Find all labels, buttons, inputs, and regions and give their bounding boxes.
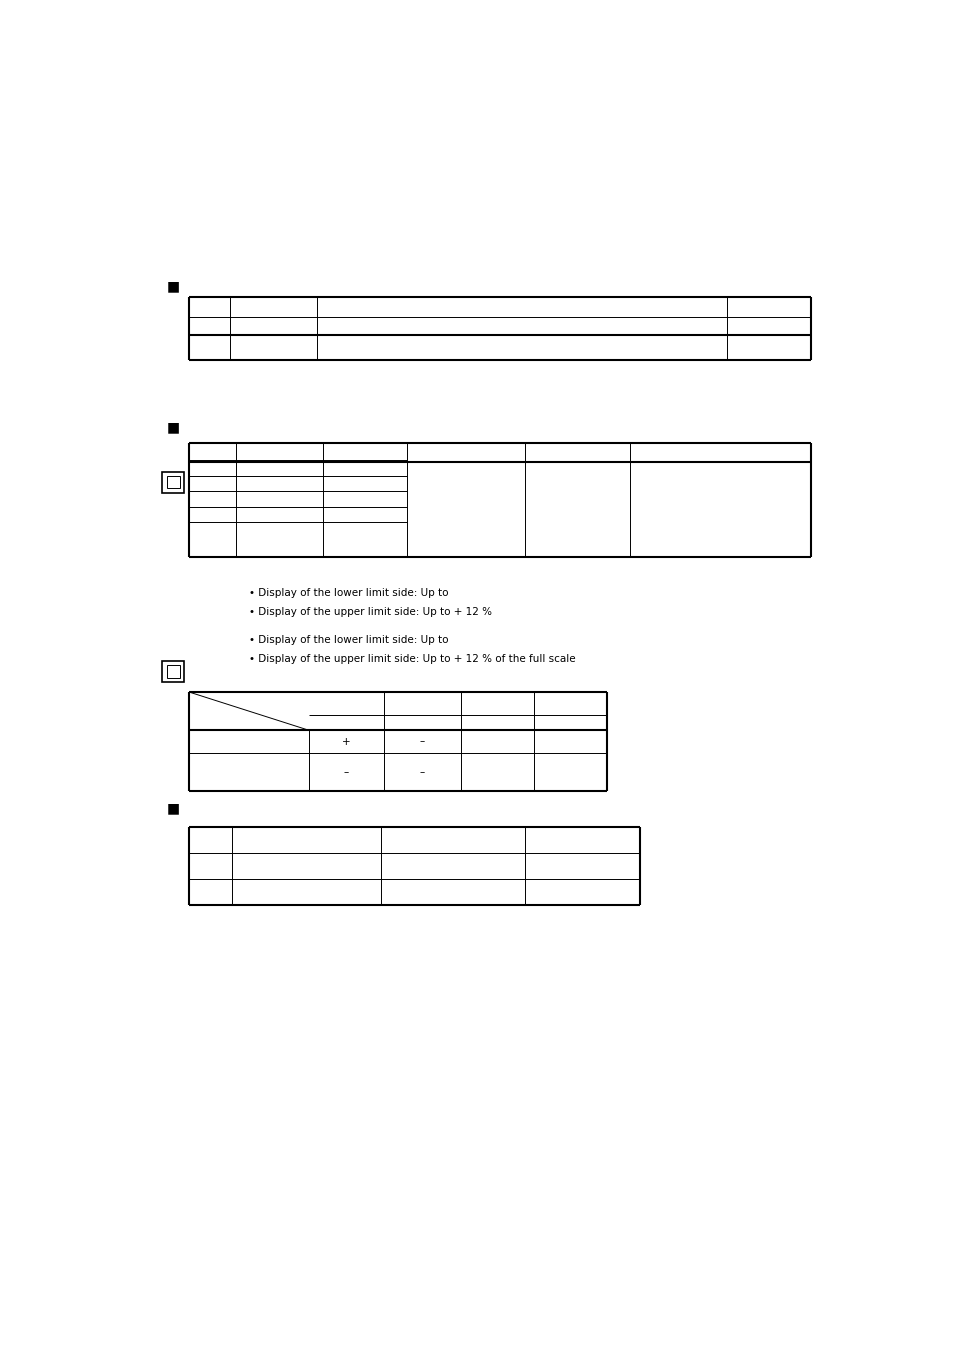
Text: • Display of the lower limit side: Up to: • Display of the lower limit side: Up to <box>249 589 448 598</box>
Text: • Display of the lower limit side: Up to: • Display of the lower limit side: Up to <box>249 634 448 645</box>
Text: • Display of the upper limit side: Up to + 12 %: • Display of the upper limit side: Up to… <box>249 608 491 617</box>
Bar <box>162 662 184 682</box>
Text: –: – <box>419 737 424 747</box>
Text: +: + <box>341 737 350 747</box>
Text: –: – <box>343 767 349 776</box>
Text: ■: ■ <box>167 802 179 815</box>
Text: • Display of the upper limit side: Up to + 12 % of the full scale: • Display of the upper limit side: Up to… <box>249 653 575 664</box>
Bar <box>167 477 180 489</box>
Text: ■: ■ <box>167 279 179 294</box>
Text: ■: ■ <box>167 420 179 435</box>
Bar <box>162 471 184 493</box>
Bar <box>167 666 180 678</box>
Text: –: – <box>419 767 424 776</box>
